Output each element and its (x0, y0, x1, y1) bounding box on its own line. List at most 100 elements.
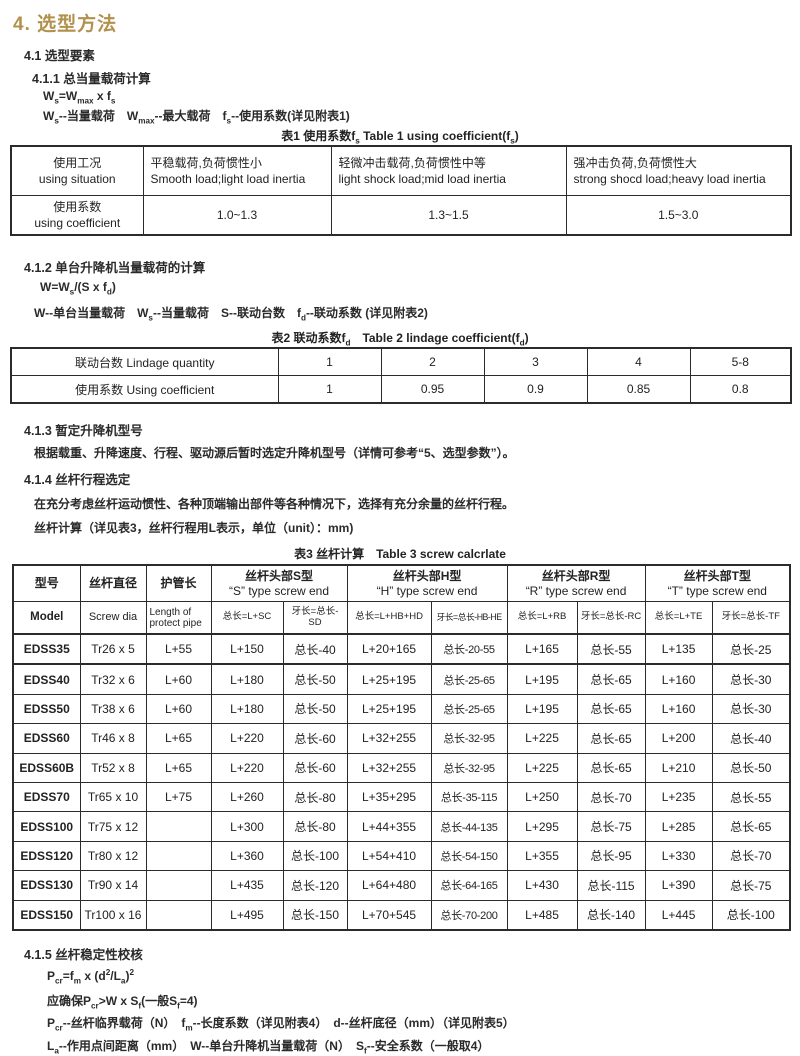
value-cell: Tr75 x 12 (79, 811, 147, 842)
linkage-coef: 1 (277, 375, 382, 404)
value-cell: 总长-115 (576, 870, 646, 901)
value-cell: Tr26 x 5 (79, 633, 147, 666)
legend-distance: La--作用点间距离（mm） W--单台升降机当量载荷（N） Sf--安全系数（… (47, 1039, 490, 1056)
situation-smooth-en: Smooth load;light load inertia (150, 172, 306, 186)
value-cell: L+495 (210, 899, 284, 931)
group-h-cn: 丝杆头部H型 (392, 568, 462, 583)
table3-row: EDSS40 Tr32 x 6 L+60 L+180 总长-50 L+25+195 总长-2… (12, 663, 791, 695)
value-cell: L+70+545 (346, 899, 432, 931)
table3-model-header-cn: 型号 (12, 564, 81, 602)
value-cell: 总长-25 (711, 633, 791, 666)
value-cell: 总长-65 (576, 723, 646, 754)
r-total-formula: 总长=L+RB (506, 601, 578, 635)
value-cell: L+160 (644, 693, 713, 725)
section-4-1-5-heading: 4.1.5 丝杆稳定性校核 (24, 948, 143, 962)
section-4-1-4-heading: 4.1.4 丝杆行程选定 (24, 473, 131, 487)
value-cell: Tr65 x 10 (79, 781, 147, 813)
value-cell: 总长-70-200 (430, 899, 508, 931)
table1-corner-en: using situation (38, 172, 116, 186)
value-cell: 总长-65 (576, 693, 646, 725)
value-cell (145, 899, 212, 931)
value-cell: L+260 (210, 781, 284, 813)
section-4-1-3-body: 根据载重、升降速度、行程、驱动源后暂时选定升降机型号（详情可参考“5、选型参数”… (34, 446, 515, 460)
value-cell: L+195 (506, 663, 578, 695)
value-cell: L+200 (644, 723, 713, 754)
value-cell: L+65 (145, 752, 212, 783)
h-thread-formula: 牙长=总长-HB-HE (430, 601, 508, 635)
value-cell: L+60 (145, 693, 212, 725)
h-total-formula: 总长=L+HB+HD (346, 601, 432, 635)
value-cell: Tr32 x 6 (79, 663, 147, 695)
coefficient-value: 1.0~1.3 (142, 195, 332, 236)
model-cell: EDSS60B (12, 752, 81, 783)
formula-safety-check: 应确保Pcr>W x Sf(一般Sf=4) (47, 994, 198, 1011)
linkage-coef: 0.95 (380, 375, 485, 404)
table3-row: EDSS50 Tr38 x 6 L+60 L+180 总长-50 L+25+195 总长-2… (12, 693, 791, 725)
page-title: 4. 选型方法 (13, 14, 118, 35)
value-cell: L+44+355 (346, 811, 432, 842)
value-cell: L+180 (210, 663, 284, 695)
value-cell: 总长-50 (282, 663, 348, 695)
table3-caption: 表3 丝杆计算 Table 3 screw calcrlate (294, 547, 506, 561)
value-cell (145, 811, 212, 842)
coefficient-value: 1.5~3.0 (565, 195, 792, 236)
linkage-qty: 4 (586, 347, 691, 376)
value-cell: L+445 (644, 899, 713, 931)
table1-row2-label: 使用系数 using coefficient (10, 195, 144, 236)
group-r-cn: 丝杆头部R型 (541, 568, 611, 583)
value-cell: Tr90 x 14 (79, 870, 147, 901)
table3-screw-calculation: 型号 丝杆直径 护管长 丝杆头部S型 “S” type screw end 丝杆… (12, 564, 792, 931)
table1-situation-strong-shock: 强冲击负荷,负荷惯性大 strong shocd load;heavy load… (565, 145, 792, 196)
value-cell: L+32+255 (346, 723, 432, 754)
table1-situation-smooth: 平稳载荷,负荷惯性小 Smooth load;light load inerti… (142, 145, 332, 196)
table3-group-t-header: 丝杆头部T型 “T” type screw end (644, 564, 791, 602)
value-cell: 总长-70 (711, 840, 791, 872)
value-cell: L+435 (210, 870, 284, 901)
value-cell: 总长-120 (282, 870, 348, 901)
situation-strong-shock-cn: 强冲击负荷,负荷惯性大 (573, 155, 697, 170)
value-cell: Tr38 x 6 (79, 693, 147, 725)
value-cell: L+360 (210, 840, 284, 872)
value-cell: L+60 (145, 663, 212, 695)
value-cell: L+220 (210, 723, 284, 754)
value-cell: L+210 (644, 752, 713, 783)
section-4-1-2-heading: 4.1.2 单台升降机当量载荷的计算 (24, 261, 206, 275)
table3-group-h-header: 丝杆头部H型 “H” type screw end (346, 564, 508, 602)
value-cell: L+54+410 (346, 840, 432, 872)
value-cell: L+235 (644, 781, 713, 813)
model-cell: EDSS130 (12, 870, 81, 901)
value-cell: 总长-100 (282, 840, 348, 872)
formula-single-unit-load: W=Ws/(S x fd) (40, 280, 116, 297)
section-4-1-3-heading: 4.1.3 暂定升降机型号 (24, 424, 143, 438)
linkage-qty: 5-8 (689, 347, 792, 376)
model-cell: EDSS150 (12, 899, 81, 931)
group-t-cn: 丝杆头部T型 (683, 568, 751, 583)
situation-strong-shock-en: strong shocd load;heavy load inertia (573, 172, 766, 186)
value-cell: L+390 (644, 870, 713, 901)
value-cell: 总长-30 (711, 663, 791, 695)
table1-corner-label: 使用工况 using situation (10, 145, 144, 196)
table2-caption: 表2 联动系数fd Table 2 lindage coefficient(fd… (271, 331, 529, 348)
model-cell: EDSS120 (12, 840, 81, 872)
group-s-en: “S” type screw end (228, 583, 330, 598)
table3-pipe-header-cn: 护管长 (145, 564, 212, 602)
value-cell: Tr46 x 8 (79, 723, 147, 754)
value-cell: 总长-44-135 (430, 811, 508, 842)
group-s-cn: 丝杆头部S型 (245, 568, 314, 583)
value-cell: 总长-54-150 (430, 840, 508, 872)
table1-row2-label-en: using coefficient (34, 216, 121, 230)
situation-light-shock-en: light shock load;mid load inertia (338, 172, 506, 186)
value-cell: L+485 (506, 899, 578, 931)
value-cell: L+160 (644, 663, 713, 695)
model-cell: EDSS50 (12, 693, 81, 725)
table3-row: EDSS150 Tr100 x 16 L+495 总长-150 L+70+545 总长-7… (12, 899, 791, 931)
table3-row: EDSS70 Tr65 x 10 L+75 L+260 总长-80 L+35+295 总长-… (12, 781, 791, 813)
table1-situation-light-shock: 轻微冲击载荷,负荷惯性中等 light shock load;mid load … (330, 145, 567, 196)
table3-row: EDSS120 Tr80 x 12 L+360 总长-100 L+54+410 总长-54… (12, 840, 791, 872)
model-cell: EDSS70 (12, 781, 81, 813)
value-cell: L+55 (145, 633, 212, 666)
section-4-1-4-body2: 丝杆计算（详见表3，丝杆行程用L表示，单位（unit）：mm) (34, 521, 354, 535)
situation-light-shock-cn: 轻微冲击载荷,负荷惯性中等 (338, 155, 486, 170)
group-h-en: “H” type screw end (376, 583, 478, 598)
